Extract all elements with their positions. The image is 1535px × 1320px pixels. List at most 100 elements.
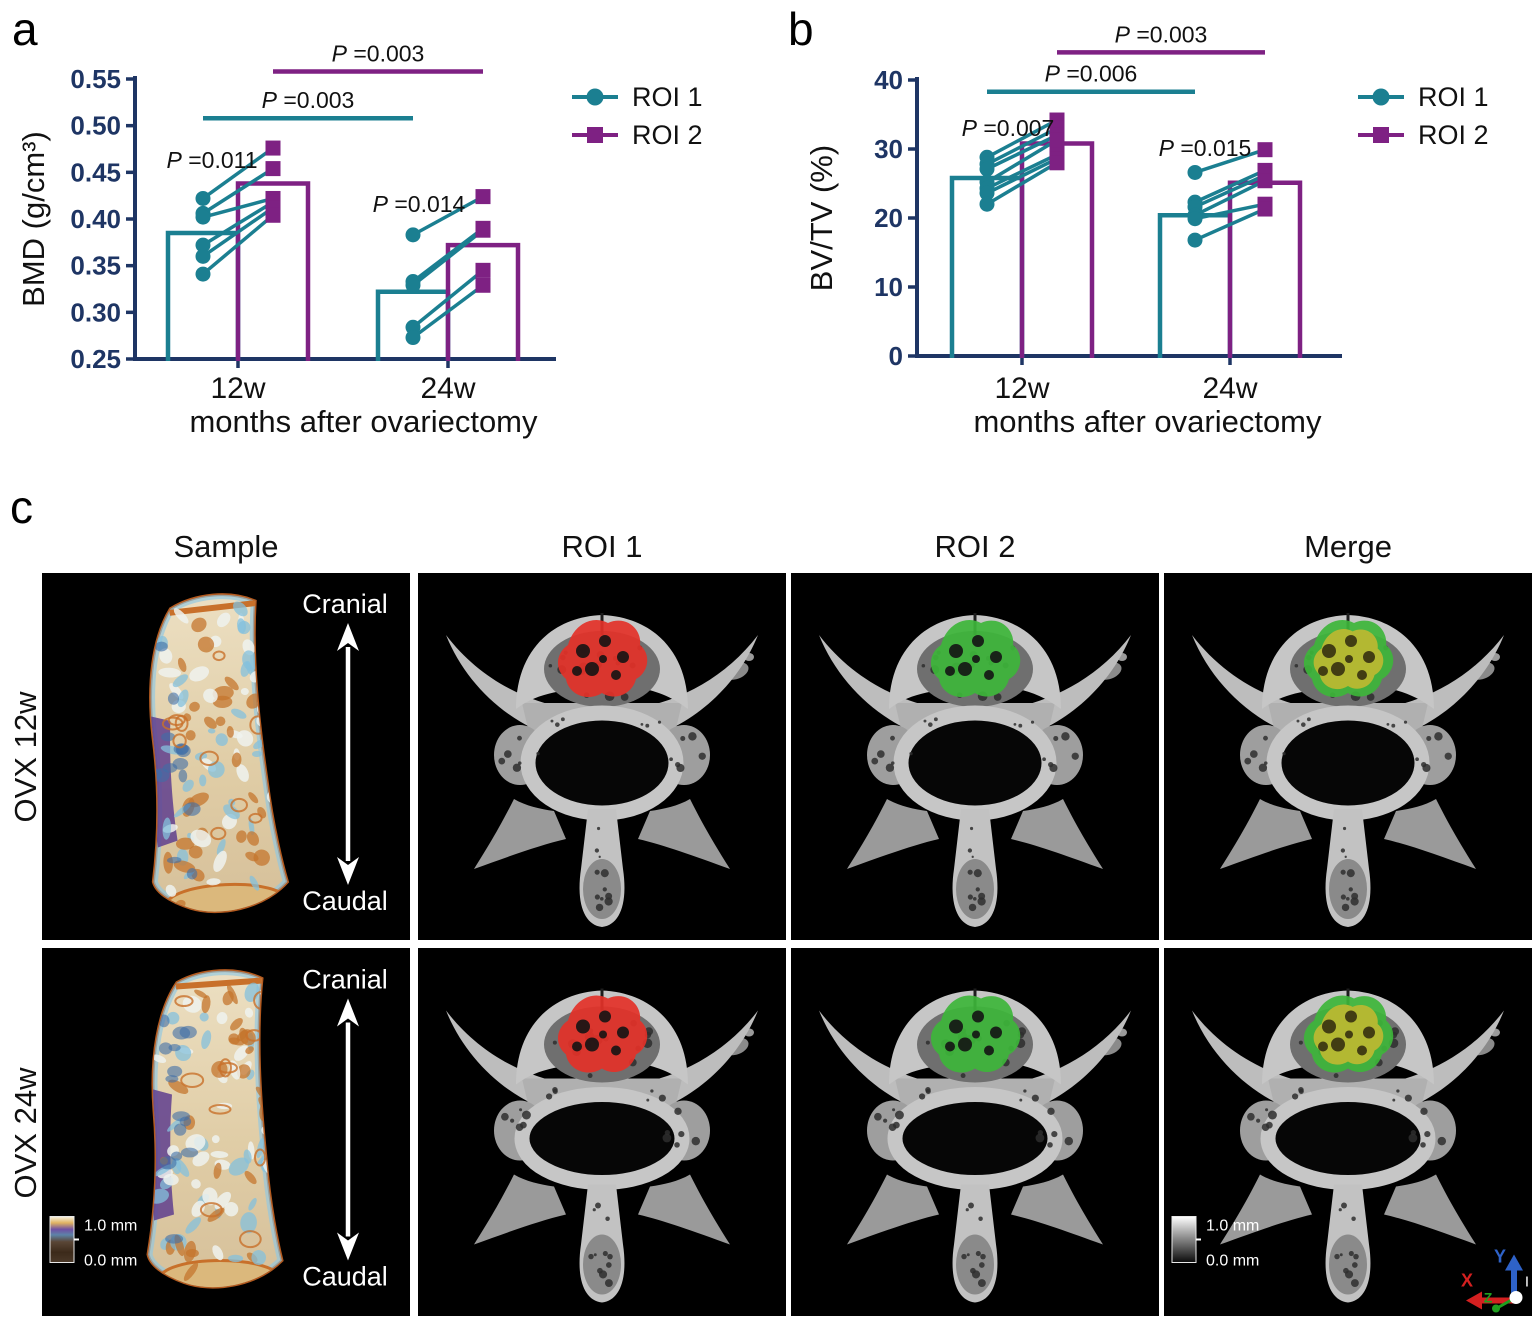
roi2-data-point xyxy=(475,222,491,238)
p-value-label: P =0.014 xyxy=(373,191,466,217)
roi2-data-point xyxy=(265,207,281,223)
roi1-overlay xyxy=(557,995,648,1073)
arrow-down-head xyxy=(337,857,359,885)
tile-roi1-12w xyxy=(418,573,786,940)
p-value-label: P =0.006 xyxy=(1045,61,1138,87)
roi1-data-point xyxy=(405,277,421,293)
caudal-label: Caudal xyxy=(302,1262,388,1292)
roi2-data-point xyxy=(475,262,491,278)
pair-line xyxy=(1194,148,1266,175)
scale-min-label: 0.0 mm xyxy=(84,1253,137,1270)
pair-line xyxy=(411,283,485,339)
legend-circle-marker xyxy=(1372,88,1390,106)
pair-line xyxy=(1194,168,1266,204)
roi2-data-point xyxy=(1257,201,1273,217)
roi1-12w-image xyxy=(418,573,786,940)
y-tick-label: 20 xyxy=(874,203,903,233)
pair-line xyxy=(1194,173,1266,209)
gray-scale-bar: 1.0 mm 0.0 mm xyxy=(1171,1216,1259,1270)
panel-a-label: a xyxy=(12,3,38,55)
p-value-label: P =0.003 xyxy=(332,41,425,67)
y-tick-label: 0.45 xyxy=(70,157,121,187)
orientation-indicator: Cranial Caudal xyxy=(302,965,388,1292)
arrow-up-head xyxy=(337,998,359,1027)
pair-line xyxy=(986,161,1058,206)
tile-sample-24w: Cranial Caudal 1.0 mm 0.0 mm xyxy=(42,948,410,1316)
sample-12w-image: Cranial Caudal xyxy=(42,573,410,940)
y-tick-label: 0.35 xyxy=(70,251,121,281)
tile-merge-12w xyxy=(1164,573,1532,940)
pair-line xyxy=(986,157,1058,195)
bar-outline xyxy=(445,242,521,361)
x-tick-label: 12w xyxy=(994,372,1049,405)
pair-line xyxy=(1194,207,1266,242)
tile-roi1-24w xyxy=(418,948,786,1316)
merge-12w-image xyxy=(1164,573,1532,940)
legend-circle-marker xyxy=(586,88,604,106)
roi1-data-point xyxy=(195,237,211,253)
y-axis-letter: Y xyxy=(1494,1247,1506,1267)
pair-line xyxy=(411,228,485,287)
x-tick-label: 24w xyxy=(420,372,475,405)
pair-line xyxy=(986,138,1058,184)
pair-line xyxy=(411,268,485,329)
roi2-data-point xyxy=(475,277,491,293)
merge-24w-image: 1.0 mm 0.0 mm Y XZ I xyxy=(1164,948,1532,1316)
merge-roi-overlay xyxy=(1303,995,1394,1073)
vertebra-cross-section xyxy=(446,613,758,927)
roi2-data-point xyxy=(1049,155,1065,171)
x-tick-label: 12w xyxy=(210,372,265,405)
pair-line xyxy=(201,213,275,276)
roi2-data-point xyxy=(265,140,281,156)
row-label-ovx24w: OVX 24w xyxy=(8,1067,43,1199)
roi1-data-point xyxy=(979,196,995,212)
roi1-data-point xyxy=(195,266,211,282)
roi1-data-point xyxy=(1187,232,1203,248)
x-axis-title: months after ovariectomy xyxy=(189,404,538,439)
roi2-data-point xyxy=(1049,132,1065,148)
p-value-label: P =0.003 xyxy=(262,87,355,113)
roi2-overlay xyxy=(930,619,1021,698)
bar-fill xyxy=(1022,143,1092,356)
legend-label: ROI 2 xyxy=(1418,120,1489,150)
tile-roi2-12w xyxy=(791,573,1159,940)
y-tick-label: 40 xyxy=(874,65,903,95)
axis-extra-label: I xyxy=(1525,1274,1529,1291)
roi1-overlay xyxy=(557,619,648,698)
column-header-roi1: ROI 1 xyxy=(561,529,643,564)
y-tick-label: 0.55 xyxy=(70,64,121,94)
row-label-ovx12w: OVX 12w xyxy=(8,691,43,823)
y-tick-label: 0.50 xyxy=(70,111,121,141)
legend-label: ROI 1 xyxy=(632,82,703,112)
pair-line xyxy=(986,126,1058,166)
arrow-up-head xyxy=(337,623,359,651)
p-value-label: P =0.007 xyxy=(962,115,1055,141)
x-axis-title: months after ovariectomy xyxy=(973,404,1322,439)
roi1-data-point xyxy=(1187,164,1203,180)
arrow-down-head xyxy=(337,1232,359,1261)
roi2-data-point xyxy=(1257,173,1273,189)
p-value-label: P =0.015 xyxy=(1159,135,1252,161)
scale-min-label: 0.0 mm xyxy=(1206,1253,1259,1270)
y-tick-label: 0.25 xyxy=(70,344,121,374)
pair-line xyxy=(986,118,1058,159)
sample-24w-image: Cranial Caudal 1.0 mm 0.0 mm xyxy=(42,948,410,1316)
tile-roi2-24w xyxy=(791,948,1159,1316)
color-scale-bar: 1.0 mm 0.0 mm xyxy=(49,1216,137,1270)
pair-line xyxy=(201,146,275,200)
legend-label: ROI 2 xyxy=(632,120,703,150)
roi2-data-point xyxy=(265,161,281,177)
pair-line xyxy=(202,196,274,219)
pair-line xyxy=(986,152,1058,190)
roi2-24w-image xyxy=(791,948,1159,1316)
pair-line xyxy=(1194,202,1266,221)
roi2-data-point xyxy=(1257,142,1273,158)
column-header-merge: Merge xyxy=(1304,529,1392,564)
legend-square-marker xyxy=(587,127,603,143)
tile-merge-24w: 1.0 mm 0.0 mm Y X Z I xyxy=(1164,948,1532,1316)
caudal-label: Caudal xyxy=(302,886,388,916)
panel-a-chart: 0.25 0.30 0.35 0.40 0.45 0.50 0.55 12w 24w P =0.0… xyxy=(16,41,703,439)
legend-label: ROI 1 xyxy=(1418,82,1489,112)
pair-line xyxy=(202,206,274,258)
